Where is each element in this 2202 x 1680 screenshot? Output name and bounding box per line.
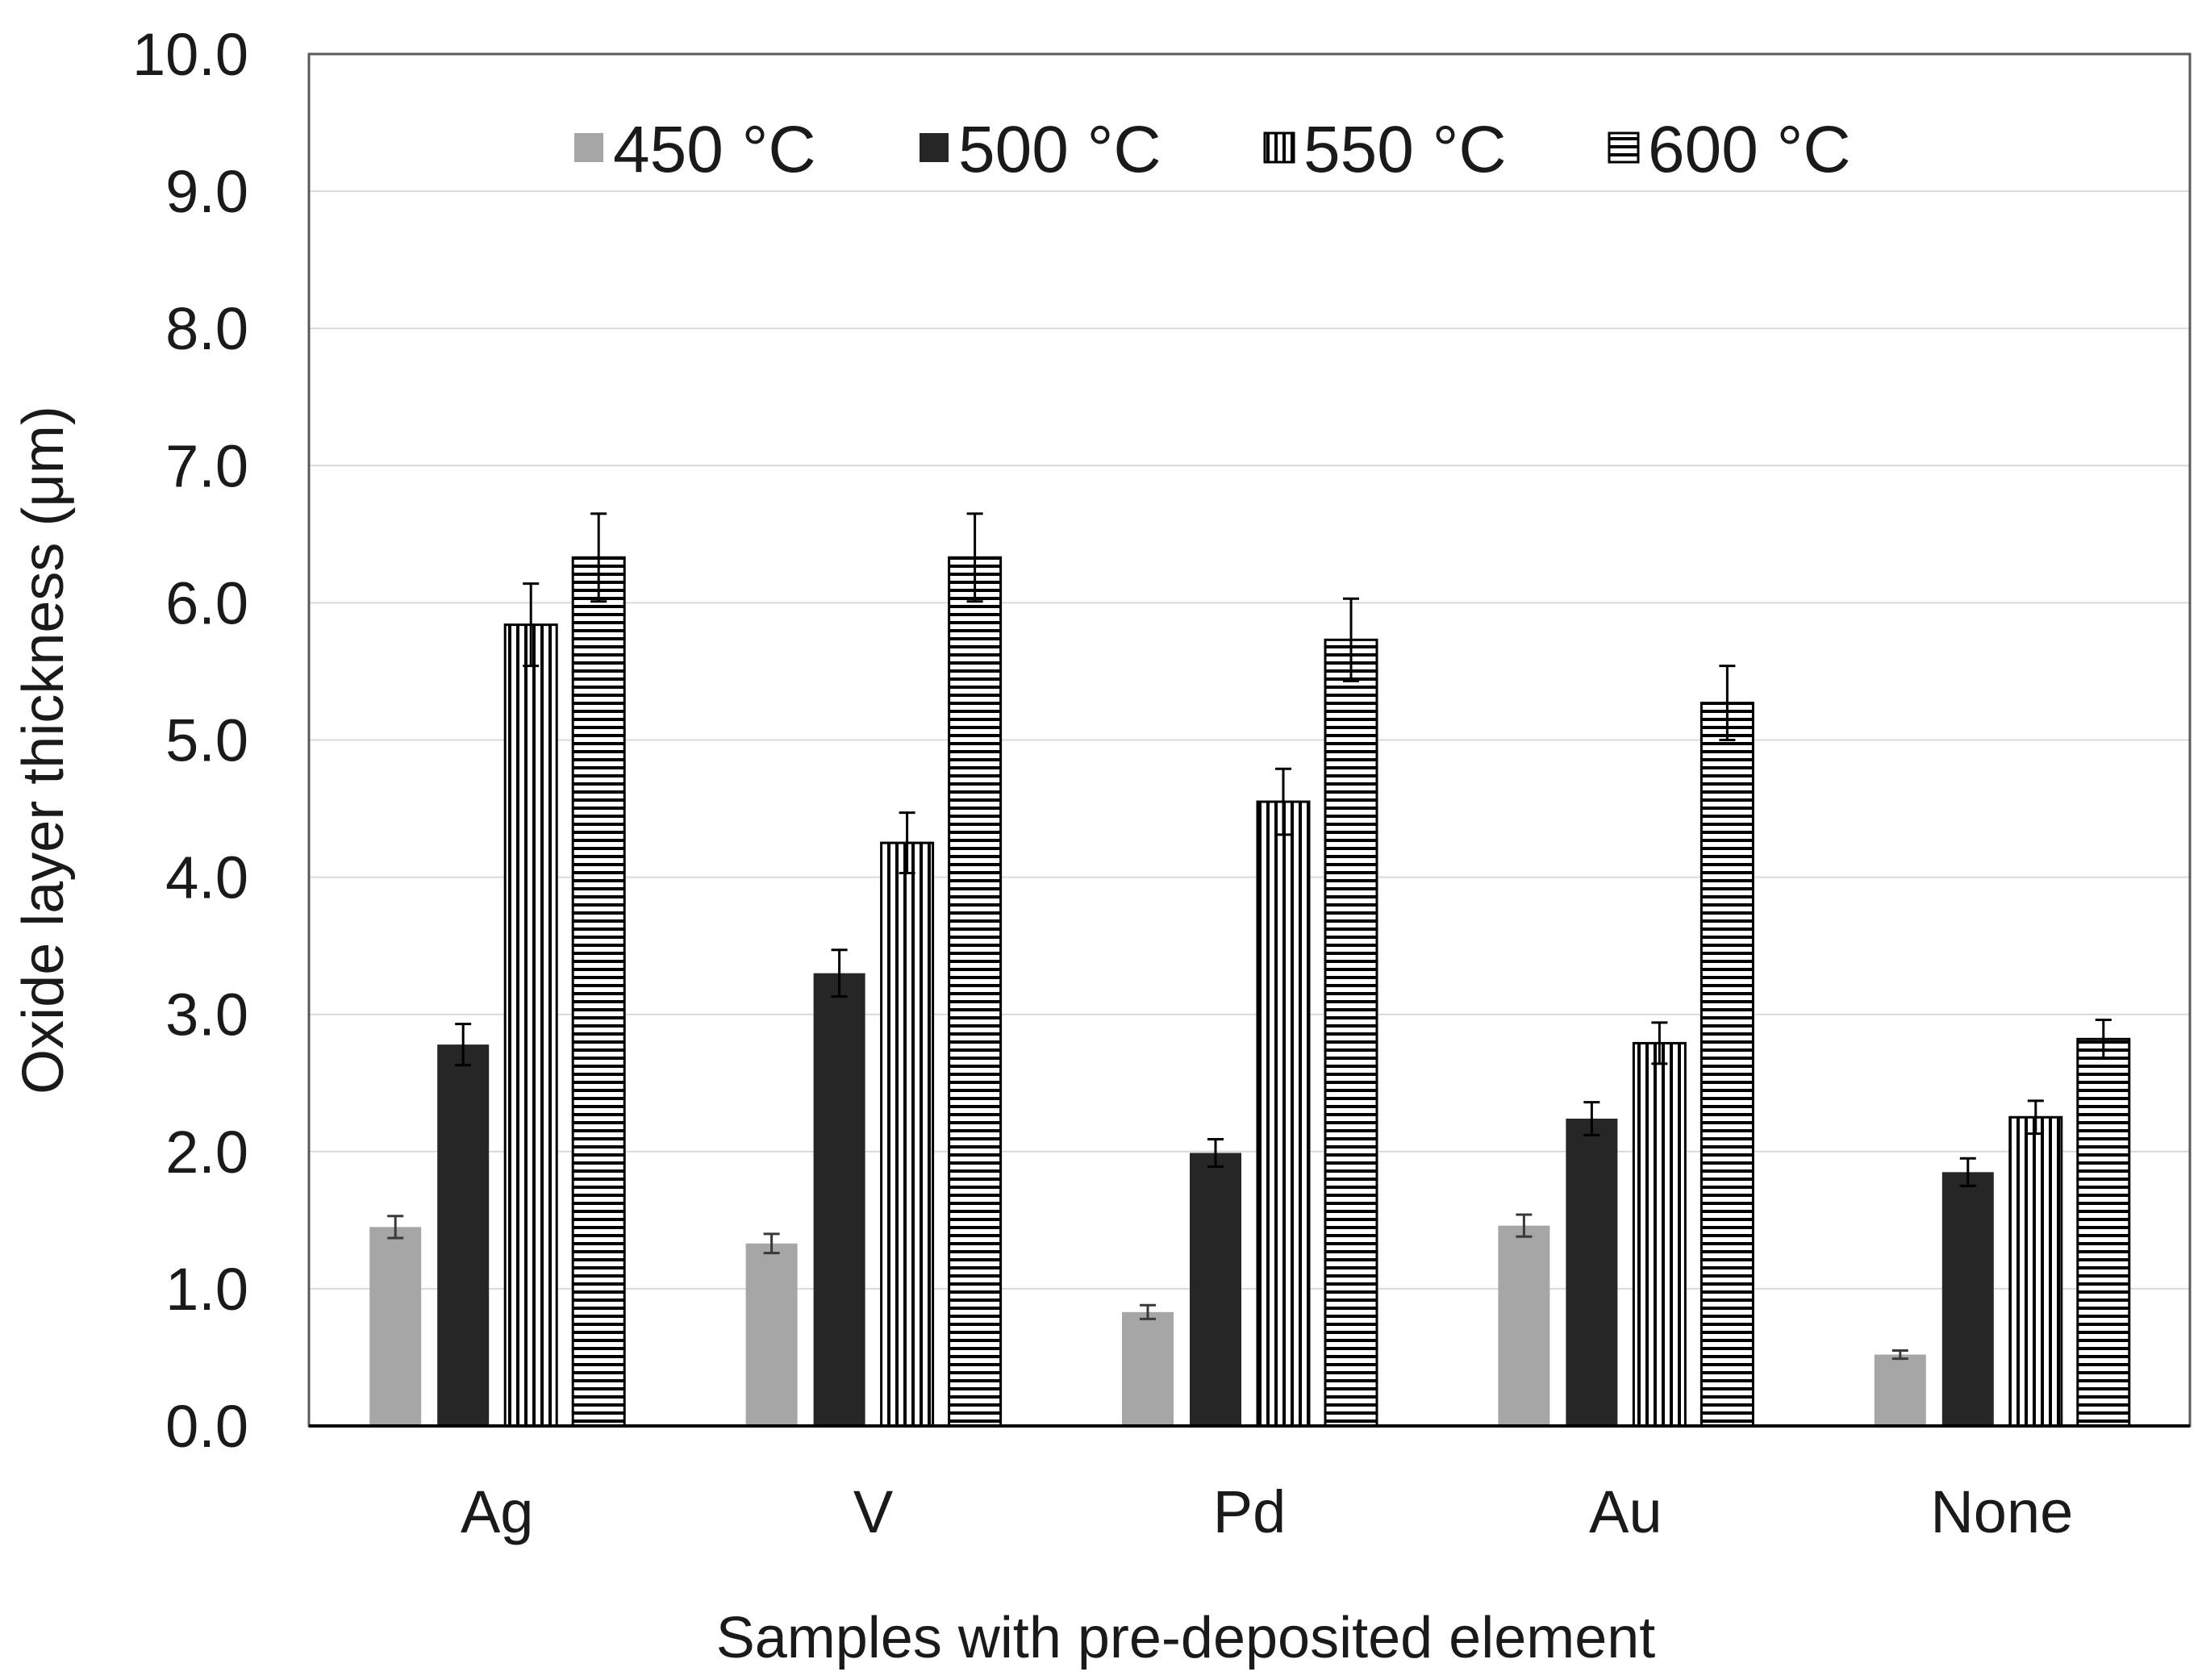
- x-category-label: V: [853, 1478, 894, 1545]
- bar: [1632, 1041, 1687, 1428]
- legend: 450 °C 500 °C 550 °C 600 °C: [574, 113, 1851, 186]
- x-category-label: Ag: [461, 1478, 534, 1545]
- legend-label: 450 °C: [613, 113, 816, 186]
- y-tick-label: 3.0: [165, 982, 248, 1048]
- legend-label: 600 °C: [1648, 113, 1851, 186]
- y-tick-label: 10.0: [132, 21, 248, 88]
- bar: [571, 556, 626, 1428]
- bar: [1699, 702, 1754, 1428]
- legend-label: 500 °C: [958, 113, 1161, 186]
- x-category-label: Pd: [1213, 1478, 1287, 1545]
- y-tick-label: 6.0: [165, 569, 248, 636]
- x-category-label: None: [1930, 1478, 2073, 1545]
- bar: [813, 973, 865, 1426]
- legend-swatch: [1608, 131, 1640, 164]
- bar: [1256, 800, 1311, 1428]
- bar: [1874, 1354, 1926, 1426]
- bar: [1122, 1311, 1174, 1426]
- y-tick-label: 8.0: [165, 295, 248, 362]
- y-tick-label: 9.0: [165, 158, 248, 225]
- legend-swatch: [1263, 131, 1295, 164]
- x-category-label: Au: [1589, 1478, 1662, 1545]
- y-tick-label: 2.0: [165, 1119, 248, 1186]
- bar: [1941, 1172, 1994, 1426]
- bar: [1566, 1118, 1618, 1426]
- legend-label: 550 °C: [1303, 113, 1507, 186]
- legend-swatch: [574, 133, 603, 162]
- y-tick-label: 0.0: [165, 1393, 248, 1460]
- bar: [369, 1227, 422, 1426]
- bar: [2008, 1115, 2063, 1428]
- bar: [745, 1243, 798, 1426]
- bar: [437, 1044, 490, 1426]
- y-tick-label: 5.0: [165, 707, 248, 774]
- bar: [2076, 1037, 2131, 1428]
- legend-swatch: [920, 133, 949, 162]
- bar: [1190, 1153, 1241, 1426]
- y-tick-label: 1.0: [165, 1256, 248, 1323]
- y-tick-label: 4.0: [165, 844, 248, 911]
- bar-series: [369, 512, 2131, 1428]
- y-axis-title: Oxide layer thickness (μm): [11, 406, 76, 1094]
- bar: [1498, 1225, 1550, 1426]
- bar: [948, 556, 1003, 1428]
- bar: [503, 623, 558, 1428]
- bar: [1324, 638, 1378, 1428]
- y-tick-label: 7.0: [165, 432, 248, 499]
- x-axis-title: Samples with pre-deposited element: [716, 1606, 1656, 1670]
- axes: 0.0 1.0 2.0 3.0 4.0 5.0 6.0 7.0 8.0 9.0 10.0 Ag V Pd A…: [132, 21, 2192, 1545]
- bar: [880, 841, 935, 1428]
